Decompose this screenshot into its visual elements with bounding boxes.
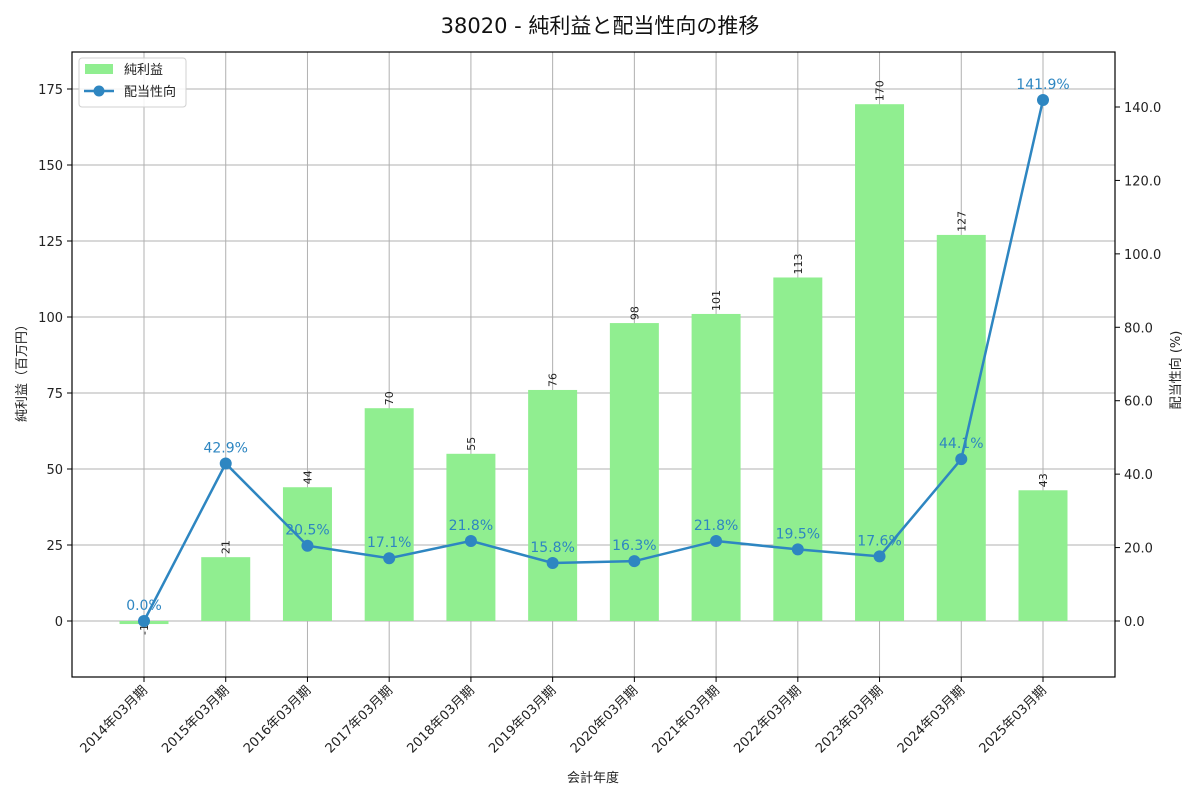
left-y-axis: 0 25 50 75 100 125 150 175: [38, 83, 72, 630]
bar-value-label: 113: [792, 253, 805, 274]
line-marker-icon: [873, 550, 886, 563]
bar-value-label: 43: [1037, 473, 1050, 487]
x-tick-label: 2021年03月期: [650, 683, 723, 756]
bar-value-label: 55: [465, 437, 478, 451]
bar: [364, 408, 414, 621]
x-tick-label: 2015年03月期: [159, 683, 232, 756]
right-y-axis-label: 配当性向 (%): [1168, 331, 1184, 410]
bar: [936, 234, 986, 622]
left-tick-label: 100: [38, 311, 63, 326]
bar: [691, 313, 741, 621]
x-tick-label: 2014年03月期: [78, 683, 151, 756]
right-tick-label: 20.0: [1124, 542, 1153, 557]
legend: 純利益 配当性向: [78, 57, 187, 108]
x-tick-label: 2020年03月期: [568, 683, 641, 756]
bar-value-label: 170: [874, 80, 887, 101]
line-marker-icon: [791, 543, 804, 556]
x-tick-label: 2016年03月期: [241, 683, 314, 756]
payout-ratio-label: 42.9%: [203, 440, 247, 456]
bar-value-labels: -1 21 44 70 55 76 98 101 113 170 127 43: [138, 80, 1050, 635]
right-tick-label: 80.0: [1124, 321, 1153, 336]
payout-ratio-label: 21.8%: [694, 518, 738, 534]
bar-value-label: 76: [547, 373, 560, 387]
line-marker-icon: [138, 615, 150, 627]
legend-bar-label: 純利益: [124, 63, 163, 78]
bar-value-label: -1: [138, 624, 151, 635]
x-axis: 2014年03月期 2015年03月期 2016年03月期 2017年03月期 2018…: [78, 677, 1050, 757]
payout-ratio-label: 21.8%: [449, 518, 493, 534]
payout-ratio-label: 0.0%: [126, 598, 162, 614]
bar-value-label: 101: [710, 290, 723, 311]
x-tick-label: 2018年03月期: [404, 683, 477, 756]
line-marker-icon: [1037, 94, 1049, 107]
right-tick-label: 0.0: [1124, 615, 1145, 630]
right-tick-label: 40.0: [1124, 468, 1153, 483]
bar: [1018, 490, 1068, 621]
line-marker-icon: [710, 534, 723, 547]
right-y-axis: 0.0 20.0 40.0 60.0 80.0 100.0 120.0 140.0: [1115, 101, 1161, 630]
line-series-payout-ratio: [138, 94, 1049, 627]
bar-value-label: 44: [301, 470, 314, 484]
plot-frame: [71, 51, 1116, 678]
payout-ratio-label: 17.6%: [857, 533, 901, 549]
left-tick-label: 75: [46, 387, 63, 402]
payout-ratio-label: 20.5%: [285, 523, 329, 539]
legend-line-label: 配当性向: [124, 84, 176, 100]
left-y-axis-label: 純利益（百万円）: [15, 318, 30, 422]
bar: [773, 277, 823, 621]
payout-ratio-line: [142, 99, 1045, 622]
bar: [528, 389, 578, 621]
line-marker-icon: [464, 534, 477, 547]
x-tick-label: 2019年03月期: [486, 683, 559, 756]
bar-value-label: 98: [628, 306, 641, 320]
x-axis-label: 会計年度: [567, 770, 619, 786]
line-value-labels: 0.0% 42.9% 20.5% 17.1% 21.8% 15.8% 16.3% 21.8% 1…: [126, 77, 1069, 614]
left-tick-label: 50: [46, 463, 63, 478]
right-tick-label: 100.0: [1124, 248, 1161, 263]
bar-value-label: 70: [383, 391, 396, 405]
left-tick-label: 25: [46, 539, 63, 554]
line-marker-icon: [383, 552, 396, 565]
bar: [609, 323, 659, 621]
right-tick-label: 140.0: [1124, 101, 1161, 116]
bar-value-label: 127: [955, 211, 968, 232]
left-tick-label: 125: [38, 235, 63, 250]
x-tick-label: 2017年03月期: [323, 683, 396, 756]
right-tick-label: 60.0: [1124, 395, 1153, 410]
bar: [282, 487, 332, 621]
line-marker-icon: [546, 556, 559, 569]
right-tick-label: 120.0: [1124, 174, 1161, 189]
x-tick-label: 2024年03月期: [895, 683, 968, 756]
payout-ratio-label: 16.3%: [612, 538, 656, 554]
x-tick-label: 2023年03月期: [813, 683, 886, 756]
line-marker-icon: [628, 555, 641, 568]
payout-ratio-label: 141.9%: [1016, 77, 1069, 93]
payout-ratio-label: 44.1%: [939, 436, 983, 452]
bar-series-net-income: [119, 104, 1068, 625]
legend-line-marker-icon: [93, 85, 105, 97]
payout-ratio-label: 19.5%: [776, 526, 820, 542]
left-tick-label: 150: [38, 159, 63, 174]
bar: [855, 104, 905, 621]
bar: [201, 557, 251, 621]
line-marker-icon: [955, 453, 968, 466]
legend-bar-swatch: [85, 64, 113, 74]
chart-title: 38020 - 純利益と配当性向の推移: [440, 14, 760, 38]
x-tick-label: 2025年03月期: [977, 683, 1050, 756]
bar-value-label: 21: [220, 540, 233, 554]
left-tick-label: 175: [38, 83, 63, 98]
payout-ratio-label: 15.8%: [530, 540, 574, 556]
line-marker-icon: [301, 539, 314, 552]
payout-ratio-label: 17.1%: [367, 535, 411, 551]
line-marker-icon: [219, 457, 232, 470]
left-tick-label: 0: [55, 615, 63, 630]
x-tick-label: 2022年03月期: [731, 683, 804, 756]
